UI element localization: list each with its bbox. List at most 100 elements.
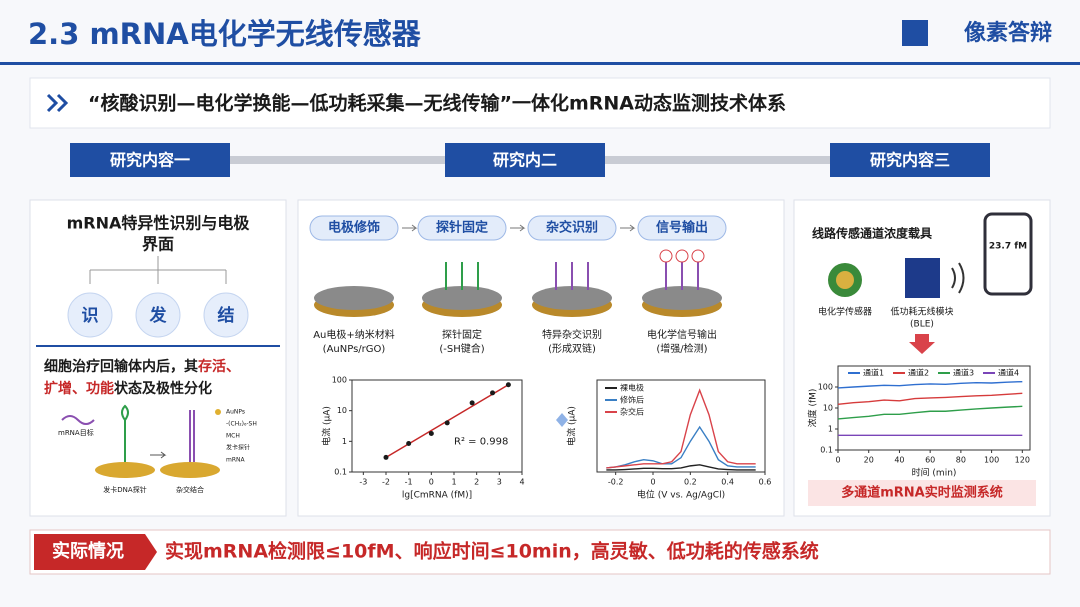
x-tick-label: 120 — [1015, 456, 1030, 465]
down-arrow — [909, 334, 935, 354]
footer-box — [808, 480, 1036, 506]
header-rule — [0, 62, 1080, 65]
y-tick-label: 100 — [818, 383, 833, 392]
diagram-label: AuNPs — [226, 409, 245, 416]
x-tick-label: 20 — [864, 456, 874, 465]
diagram-label: 发卡DNA探针 — [103, 485, 146, 494]
circles: 识发结 — [67, 292, 249, 338]
panel — [29, 199, 287, 517]
step-pill — [417, 215, 507, 241]
diagram-label: mRNA — [226, 457, 246, 464]
caption: 低功耗无线模块 — [890, 306, 953, 318]
caption: 探针固定 — [442, 328, 482, 341]
tab — [830, 143, 990, 177]
panel-text: 扩增、功能状态及极性分化 — [44, 380, 212, 397]
circle-label: 发 — [149, 305, 168, 326]
electrode-top — [422, 286, 502, 310]
caption: (BLE) — [910, 320, 934, 330]
x-axis-label: lg[CmRNA (fM)] — [402, 491, 472, 501]
circle — [67, 292, 113, 338]
y-tick-label: 1 — [828, 425, 833, 434]
y-tick-label: 10 — [337, 406, 347, 415]
x-tick-label: 0.4 — [721, 478, 734, 487]
x-tick-label: 80 — [956, 456, 966, 465]
electron — [675, 249, 689, 263]
text-segment: 细胞治疗回输体内后，其 — [44, 358, 198, 375]
legend-label: 通道4 — [998, 368, 1019, 378]
legend-label: 通道2 — [908, 368, 929, 378]
caption: 电化学传感器 — [818, 306, 872, 318]
step-pill — [527, 215, 617, 241]
circle — [135, 292, 181, 338]
x-tick-label: 2 — [474, 478, 479, 487]
step-arrow — [510, 224, 526, 232]
diagram-label: MCH — [226, 433, 240, 440]
panel-title: mRNA特异性识别与电极 — [67, 214, 251, 233]
module-icon — [905, 258, 940, 298]
point — [444, 420, 450, 426]
circle — [203, 292, 249, 338]
diagram-label: -(CH₂)₆-SH — [226, 421, 257, 428]
legend-label: 通道1 — [863, 368, 884, 378]
phone-value: 23.7 fM — [989, 242, 1027, 252]
series-line — [606, 464, 756, 471]
electron — [691, 249, 705, 263]
sensor-icon — [836, 271, 854, 289]
x-tick-label: 0.2 — [684, 478, 697, 487]
panel-text: 细胞治疗回输体内后，其存活、 — [44, 358, 240, 375]
point — [469, 400, 475, 406]
x-tick-label: -3 — [359, 478, 367, 487]
logo-icon — [902, 20, 928, 46]
caption: 特异杂交识别 — [542, 328, 602, 341]
y-tick-label: 1 — [342, 437, 347, 446]
step-pill — [309, 215, 399, 241]
diagram-label: mRNA目标 — [58, 428, 94, 437]
mrna-icon — [61, 415, 95, 425]
point — [406, 440, 412, 446]
tab — [70, 143, 230, 177]
step-label: 电极修饰 — [328, 220, 380, 236]
x-tick-label: 60 — [925, 456, 935, 465]
caption: (AuNPs/rGO) — [323, 344, 386, 355]
step-pill — [637, 215, 727, 241]
electron — [659, 249, 673, 263]
duplex — [189, 410, 195, 462]
x-tick-label: 0 — [835, 456, 840, 465]
caption: Au电极+纳米材料 — [313, 328, 395, 341]
point — [428, 431, 434, 437]
x-tick-label: 40 — [894, 456, 904, 465]
y-tick-label: 0.1 — [334, 468, 347, 477]
caption: (增强/检测) — [656, 342, 707, 355]
electrode — [95, 462, 155, 478]
panel-footer: 多通道mRNA实时监测系统 — [841, 485, 1003, 501]
legend-label: 通道3 — [953, 368, 974, 378]
electrode-top — [314, 286, 394, 310]
step-arrow — [620, 224, 636, 232]
step-label: 杂交识别 — [546, 220, 598, 236]
x-tick-label: -2 — [382, 478, 390, 487]
step-label: 信号输出 — [656, 220, 708, 236]
x-tick-label: 0.6 — [759, 478, 772, 487]
electrode-top — [532, 286, 612, 310]
hairpin-diagram: mRNA目标 发卡DNA探针 杂交结合 AuNPs -(CH₂)₆-SH MCH… — [58, 404, 257, 494]
steps: 电极修饰Au电极+纳米材料(AuNPs/rGO)探针固定探针固定(-SH键合)杂… — [309, 215, 727, 355]
tree-lines — [89, 256, 227, 284]
panel-title: 界面 — [142, 235, 174, 254]
series-line — [837, 392, 1023, 405]
x-tick-label: 100 — [984, 456, 999, 465]
tabs: 研究内容一 研究内二 研究内容三 — [70, 143, 990, 177]
y-axis-label: 电流 (μA) — [566, 406, 578, 446]
legend-icon — [215, 409, 221, 415]
x-tick-label: 0 — [650, 478, 655, 487]
separator-icon — [556, 413, 568, 427]
banner-box — [29, 77, 1051, 129]
point — [383, 454, 389, 460]
y-tick-label: 0.1 — [820, 446, 833, 455]
point — [490, 390, 496, 396]
chevron — [46, 93, 69, 113]
x-tick-label: 4 — [519, 478, 524, 487]
diagram-label: 发卡探针 — [226, 444, 250, 452]
text-segment: 功能 — [86, 380, 114, 397]
x-tick-label: 3 — [497, 478, 502, 487]
